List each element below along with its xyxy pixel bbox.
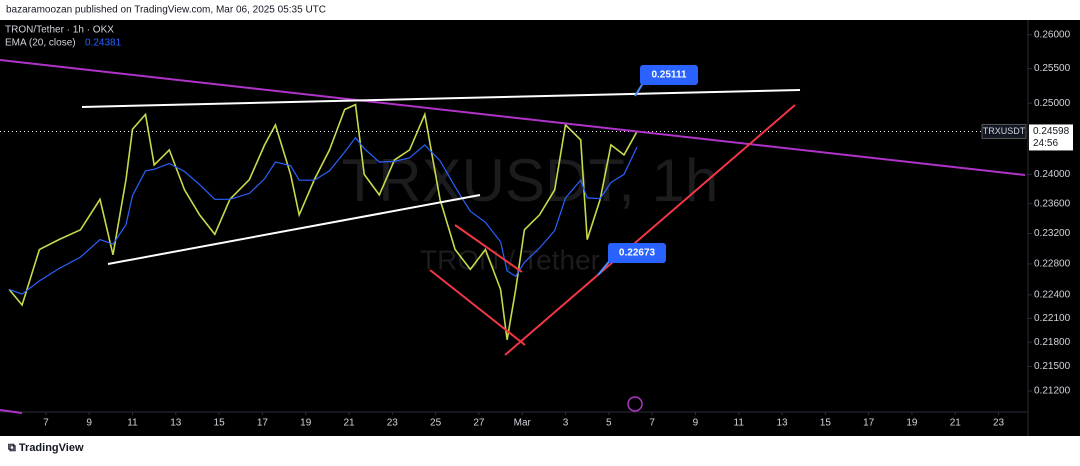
watermark: TRXUSDT, 1h (342, 147, 719, 214)
y-tick-label: 0.26000 (1034, 29, 1071, 40)
chart-title: TRON/Tether · 1h · OKX (5, 25, 114, 36)
x-tick-label: 7 (649, 418, 655, 429)
x-tick-label: 11 (734, 418, 745, 429)
y-tick-label: 0.22400 (1034, 289, 1071, 300)
x-tick-label: 21 (343, 418, 355, 429)
y-tick-label: 0.24000 (1034, 169, 1071, 180)
symbol-label: TRXUSDT (983, 126, 1026, 136)
price-label: 0.24598 (1033, 126, 1070, 137)
symbol-tag (981, 123, 1027, 139)
footer: ⧉ TradingView (8, 442, 84, 454)
x-tick-label: 7 (43, 418, 49, 429)
x-tick-label: 21 (950, 418, 962, 429)
legend-value: 0.24381 (85, 38, 122, 49)
y-tick-label: 0.25000 (1034, 98, 1071, 109)
y-tick-label: 0.21800 (1034, 337, 1071, 348)
series-line (8, 136, 638, 295)
trendline (429, 269, 526, 346)
x-tick-label: 19 (906, 418, 918, 429)
x-tick-label: 3 (563, 418, 569, 429)
x-tick-label: 19 (300, 418, 312, 429)
plot: 0.26000 0.25500 0.25000 0.24000 0.23600 0.232… (0, 29, 1073, 429)
x-tick-label: Mar (514, 418, 532, 429)
callout-box (608, 243, 666, 263)
event-icon[interactable] (627, 396, 643, 412)
y-tick-label: 0.22800 (1034, 259, 1071, 270)
x-tick-label: 9 (86, 418, 92, 429)
trendline (0, 409, 23, 414)
watermark: TRON / Tether (420, 244, 600, 275)
x-tick-label: 17 (257, 418, 269, 429)
x-tick-label: 25 (430, 418, 442, 429)
y-tick-label: 0.21200 (1034, 386, 1071, 397)
x-tick-label: 15 (214, 418, 226, 429)
x-tick-label: 23 (993, 418, 1005, 429)
callout-label: 0.25111 (651, 70, 686, 81)
y-tick-label: 0.21500 (1034, 361, 1071, 372)
footer-text: TradingView (19, 442, 84, 454)
trendline (107, 194, 481, 265)
x-tick-label: 9 (693, 418, 699, 429)
x-tick-label: 15 (820, 418, 832, 429)
y-tick-label: 0.22100 (1034, 313, 1071, 324)
trendline (81, 89, 801, 108)
y-tick-label: 0.23600 (1034, 198, 1071, 209)
legend-label: EMA (20, close) (5, 38, 76, 49)
trendline (454, 224, 523, 273)
x-tick-label: 13 (776, 418, 788, 429)
x-tick-label: 27 (473, 418, 485, 429)
callout-box (640, 65, 698, 85)
plot-bg (0, 20, 1080, 436)
series-line (8, 103, 638, 340)
x-tick-label: 23 (387, 418, 399, 429)
callout-label: 0.22673 (619, 248, 656, 259)
y-tick-label: 0.23200 (1034, 228, 1071, 239)
x-tick-label: 11 (127, 418, 138, 429)
price-tag (1029, 124, 1073, 151)
x-tick-label: 5 (606, 418, 612, 429)
trendline (504, 104, 796, 356)
x-tick-label: 17 (863, 418, 875, 429)
x-tick-label: 13 (170, 418, 182, 429)
countdown-label: 24:56 (1033, 138, 1058, 149)
y-tick-label: 0.25500 (1034, 63, 1071, 74)
trendline (0, 59, 1026, 176)
drawings (0, 59, 1026, 414)
header: bazaramoozan published on TradingView.co… (6, 5, 326, 16)
